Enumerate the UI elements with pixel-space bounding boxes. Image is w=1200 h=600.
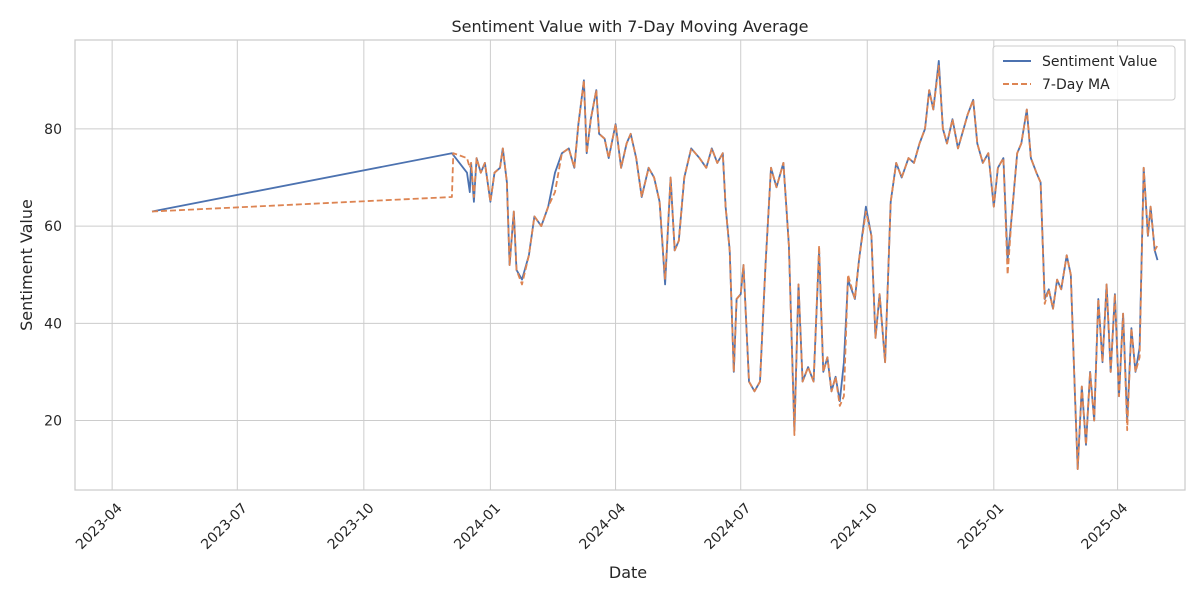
y-axis-ticks: 20 40 60 80: [44, 122, 62, 430]
y-tick-label: 40: [44, 316, 62, 332]
chart-title: Sentiment Value with 7-Day Moving Averag…: [451, 17, 808, 36]
legend-label-7-day-ma: 7-Day MA: [1042, 77, 1110, 93]
legend: Sentiment Value 7-Day MA: [992, 45, 1176, 101]
series-line-7-day-ma: [151, 64, 1159, 471]
y-axis-label: Sentiment Value: [17, 199, 36, 331]
legend-label-sentiment-value: Sentiment Value: [1042, 54, 1157, 70]
legend-box: [992, 45, 1176, 101]
y-tick-label: 60: [44, 219, 62, 235]
grid: [75, 40, 1185, 490]
y-tick-label: 20: [44, 414, 62, 430]
plot-area-frame: [74, 39, 1186, 491]
series-layer: [151, 60, 1159, 471]
x-axis-label: Date: [609, 563, 647, 582]
y-tick-label: 80: [44, 122, 62, 138]
